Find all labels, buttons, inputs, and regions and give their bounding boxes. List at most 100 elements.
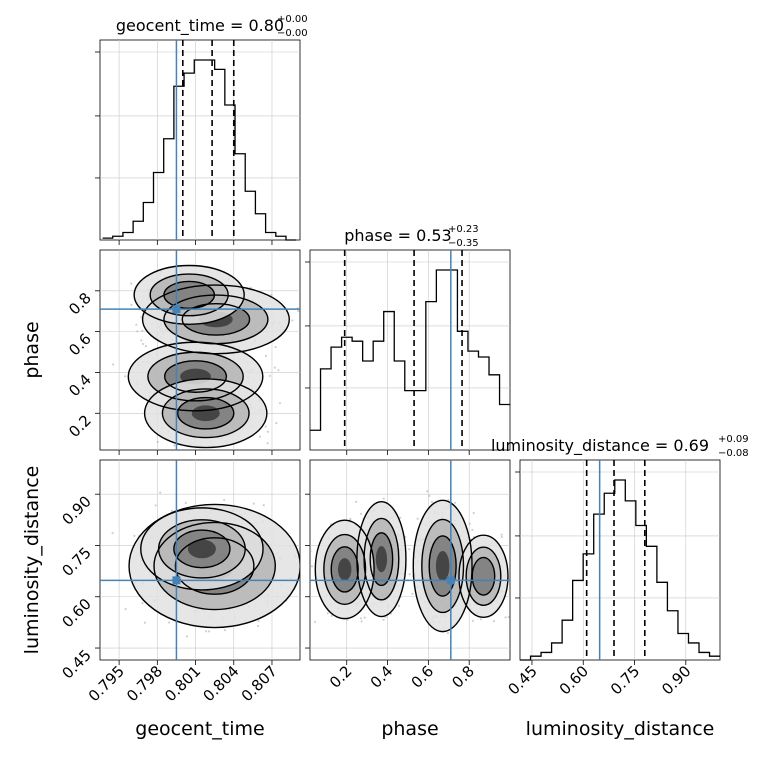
contour-line <box>127 341 264 412</box>
contour-line <box>147 351 244 402</box>
scatter-point <box>504 616 507 619</box>
contour-line <box>149 273 229 317</box>
scatter-point <box>278 402 282 405</box>
scatter-point <box>472 511 475 515</box>
contours-geocent-time-luminosity-distance <box>128 503 300 629</box>
title-geocent-time: geocent_time = 0.80 <box>116 16 284 36</box>
scatter-point <box>426 490 429 493</box>
tick-label-x: 0.90 <box>658 662 694 698</box>
tick-label-y: 0.2 <box>65 411 95 441</box>
tick-label-y: 0.60 <box>58 595 94 631</box>
panel-phase-hist <box>309 249 511 451</box>
contour-line <box>369 532 394 587</box>
contour-line <box>164 360 228 393</box>
scatter-point <box>306 568 308 570</box>
title-luminosity-distance: luminosity_distance = 0.69 <box>491 436 709 456</box>
density-level <box>191 405 220 422</box>
contour-line <box>330 546 359 593</box>
contour-line <box>163 280 216 310</box>
truth-marker <box>172 576 181 585</box>
scatter-point <box>310 565 314 568</box>
scatter-point <box>408 573 411 576</box>
tick-label-x: 0.2 <box>326 662 356 692</box>
scatter-point <box>416 517 419 520</box>
scatter-point <box>359 617 363 620</box>
histogram-luminosity-distance <box>520 479 720 661</box>
scatter-point <box>133 534 136 537</box>
scatter-point <box>204 456 206 458</box>
title-lumdist-minus: −0.08 <box>718 448 749 459</box>
xlabel-geocent-time: geocent_time <box>135 718 264 740</box>
scatter-point <box>430 500 433 504</box>
density-level <box>472 557 495 596</box>
scatter-point <box>274 345 277 349</box>
contour-line <box>174 537 255 595</box>
scatter-point <box>479 618 483 621</box>
histogram-layer <box>102 59 720 661</box>
scatter-point <box>223 498 226 502</box>
scatter-point <box>136 330 139 333</box>
contour-line <box>161 388 250 439</box>
title-geocent-time-plus: +0.00 <box>277 14 308 25</box>
tick-label-x: 0.75 <box>607 662 643 698</box>
scatter-point <box>446 632 450 635</box>
scatter-point <box>258 435 262 438</box>
contour-line <box>181 302 251 336</box>
panel-phase-vs-geocent-time <box>99 249 301 451</box>
tick-label-x: 0.795 <box>85 662 128 705</box>
scatter-point <box>355 500 358 503</box>
contour-line <box>153 521 276 611</box>
scatter-point <box>264 354 268 357</box>
scatter-point <box>143 621 146 624</box>
xlabel-phase: phase <box>381 718 438 740</box>
tick-label-x: 0.798 <box>123 662 166 705</box>
scatter-point <box>168 621 171 624</box>
title-geocent-time-minus: −0.00 <box>277 28 308 39</box>
contour-line <box>314 519 375 620</box>
contour-line <box>128 503 300 629</box>
scatter-point <box>204 630 208 633</box>
scatter-point <box>130 282 133 285</box>
scatter-point <box>314 620 317 623</box>
contour-line <box>421 518 465 614</box>
scatter-point <box>170 509 174 512</box>
tick-label-y: 0.4 <box>65 371 95 401</box>
scatter-point <box>207 630 211 633</box>
density-level <box>187 539 216 559</box>
truth-marker <box>446 576 455 585</box>
scatter-point <box>302 582 304 584</box>
panel-titles: geocent_time = 0.80 +0.00 −0.00 phase = … <box>116 14 749 459</box>
density-geocent-time-luminosity-distance <box>111 491 314 638</box>
tick-label-y: 0.45 <box>58 646 94 682</box>
density-level <box>337 558 352 581</box>
tick-label-y: 0.75 <box>58 544 94 580</box>
title-phase-plus: +0.23 <box>448 224 479 235</box>
scatter-point <box>124 375 127 378</box>
contour-line <box>412 499 473 633</box>
ylabel-luminosity-distance: luminosity_distance <box>21 466 43 655</box>
scatter-point <box>159 491 162 494</box>
title-phase: phase = 0.53 <box>344 226 451 245</box>
contour-line <box>133 264 245 325</box>
scatter-point <box>326 612 329 615</box>
scatter-point <box>256 624 260 628</box>
scatter-point <box>112 363 115 366</box>
scatter-point <box>312 567 314 569</box>
scatter-point <box>270 293 273 296</box>
scatter-point <box>124 608 127 611</box>
scatter-point <box>492 620 496 623</box>
tick-label-x: 0.804 <box>199 662 242 705</box>
scatter-point <box>184 501 187 505</box>
scatter-point <box>264 425 267 428</box>
scatter-point <box>266 442 269 445</box>
scatter-point <box>310 550 312 553</box>
scatter-point <box>141 342 145 346</box>
scatter-point <box>140 316 143 319</box>
scatter-point <box>154 504 157 507</box>
scatter-point <box>223 629 227 632</box>
ylabel-phase: phase <box>21 321 43 378</box>
truth-layer <box>100 40 601 660</box>
xlabel-luminosity-distance: luminosity_distance <box>526 718 715 740</box>
scatter-point <box>297 310 300 313</box>
contours-geocent-time-phase <box>127 264 290 449</box>
